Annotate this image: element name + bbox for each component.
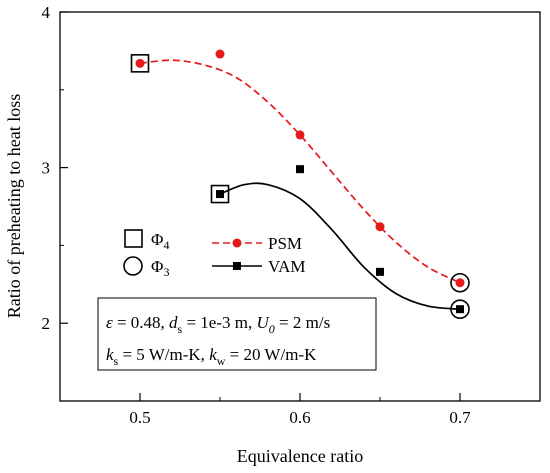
highlight-markers [130,54,470,319]
parameter-run: ε [106,313,113,332]
phi3-open-circle-symbol [123,256,143,276]
psm-point [295,130,305,140]
highlight-open-square [210,184,230,204]
symbol-legend: Φ4 Φ3 [123,229,169,279]
parameter-run: = 0.48, [113,313,169,332]
data-markers [135,49,465,314]
vam-point [296,165,304,174]
phi4-label: Φ4 [151,230,169,252]
vam-point [456,305,464,314]
psm-point [375,222,385,232]
highlight-open-square [130,54,150,73]
fit-curves [139,59,461,311]
series-legend: PSM VAM [212,234,305,276]
parameter-run: 0 [269,322,275,336]
parameter-run: = 2 m/s [275,313,330,332]
parameter-run: U [257,313,271,332]
parameter-run: s [114,354,119,368]
psm-point [455,278,465,288]
phi3-label: Φ3 [151,257,169,279]
vam-point [216,190,224,199]
psm-fit-curve [139,59,461,284]
x-tick-label: 0.6 [289,408,310,427]
y-axis-label: Ratio of preheating to heat loss [4,94,24,318]
vam-fit-curve [219,182,461,311]
parameter-box-frame [97,297,377,371]
psm-point [135,58,145,68]
x-tick-label: 0.7 [449,408,471,427]
y-tick-label: 4 [42,3,51,22]
phi4-open-square-symbol [124,229,143,248]
parameter-run: = 20 W/m-K [225,345,317,364]
x-axis-label: Equivalence ratio [237,446,363,466]
highlight-open-circle [450,272,470,293]
parameter-line-1: ε = 0.48, ds = 1e-3 m, U0 = 2 m/s [106,313,330,336]
highlight-open-circle [450,299,470,319]
legend-psm-marker [232,238,242,248]
legend-vam-label: VAM [268,257,305,276]
psm-point [215,49,225,59]
parameter-line-2: ks = 5 W/m-K, kw = 20 W/m-K [106,345,317,368]
x-tick-label: 0.5 [129,408,150,427]
parameter-run: = 5 W/m-K, [118,345,209,364]
vam-point [376,267,384,276]
legend-psm-label: PSM [268,234,302,253]
y-tick-label: 3 [42,159,51,178]
parameter-run: k [209,345,217,364]
legend-vam-marker [233,262,241,270]
parameter-box: ε = 0.48, ds = 1e-3 m, U0 = 2 m/s ks = 5… [97,297,377,371]
y-tick-label: 2 [42,314,51,333]
parameter-run: w [217,354,226,368]
axis-ticks: 0.5 0.6 0.7 2 3 4 [42,3,541,427]
parameter-run: k [106,345,114,364]
parameter-run: s [178,322,183,336]
parameter-run: = 1e-3 m, [182,313,256,332]
parameter-run: d [169,313,178,332]
